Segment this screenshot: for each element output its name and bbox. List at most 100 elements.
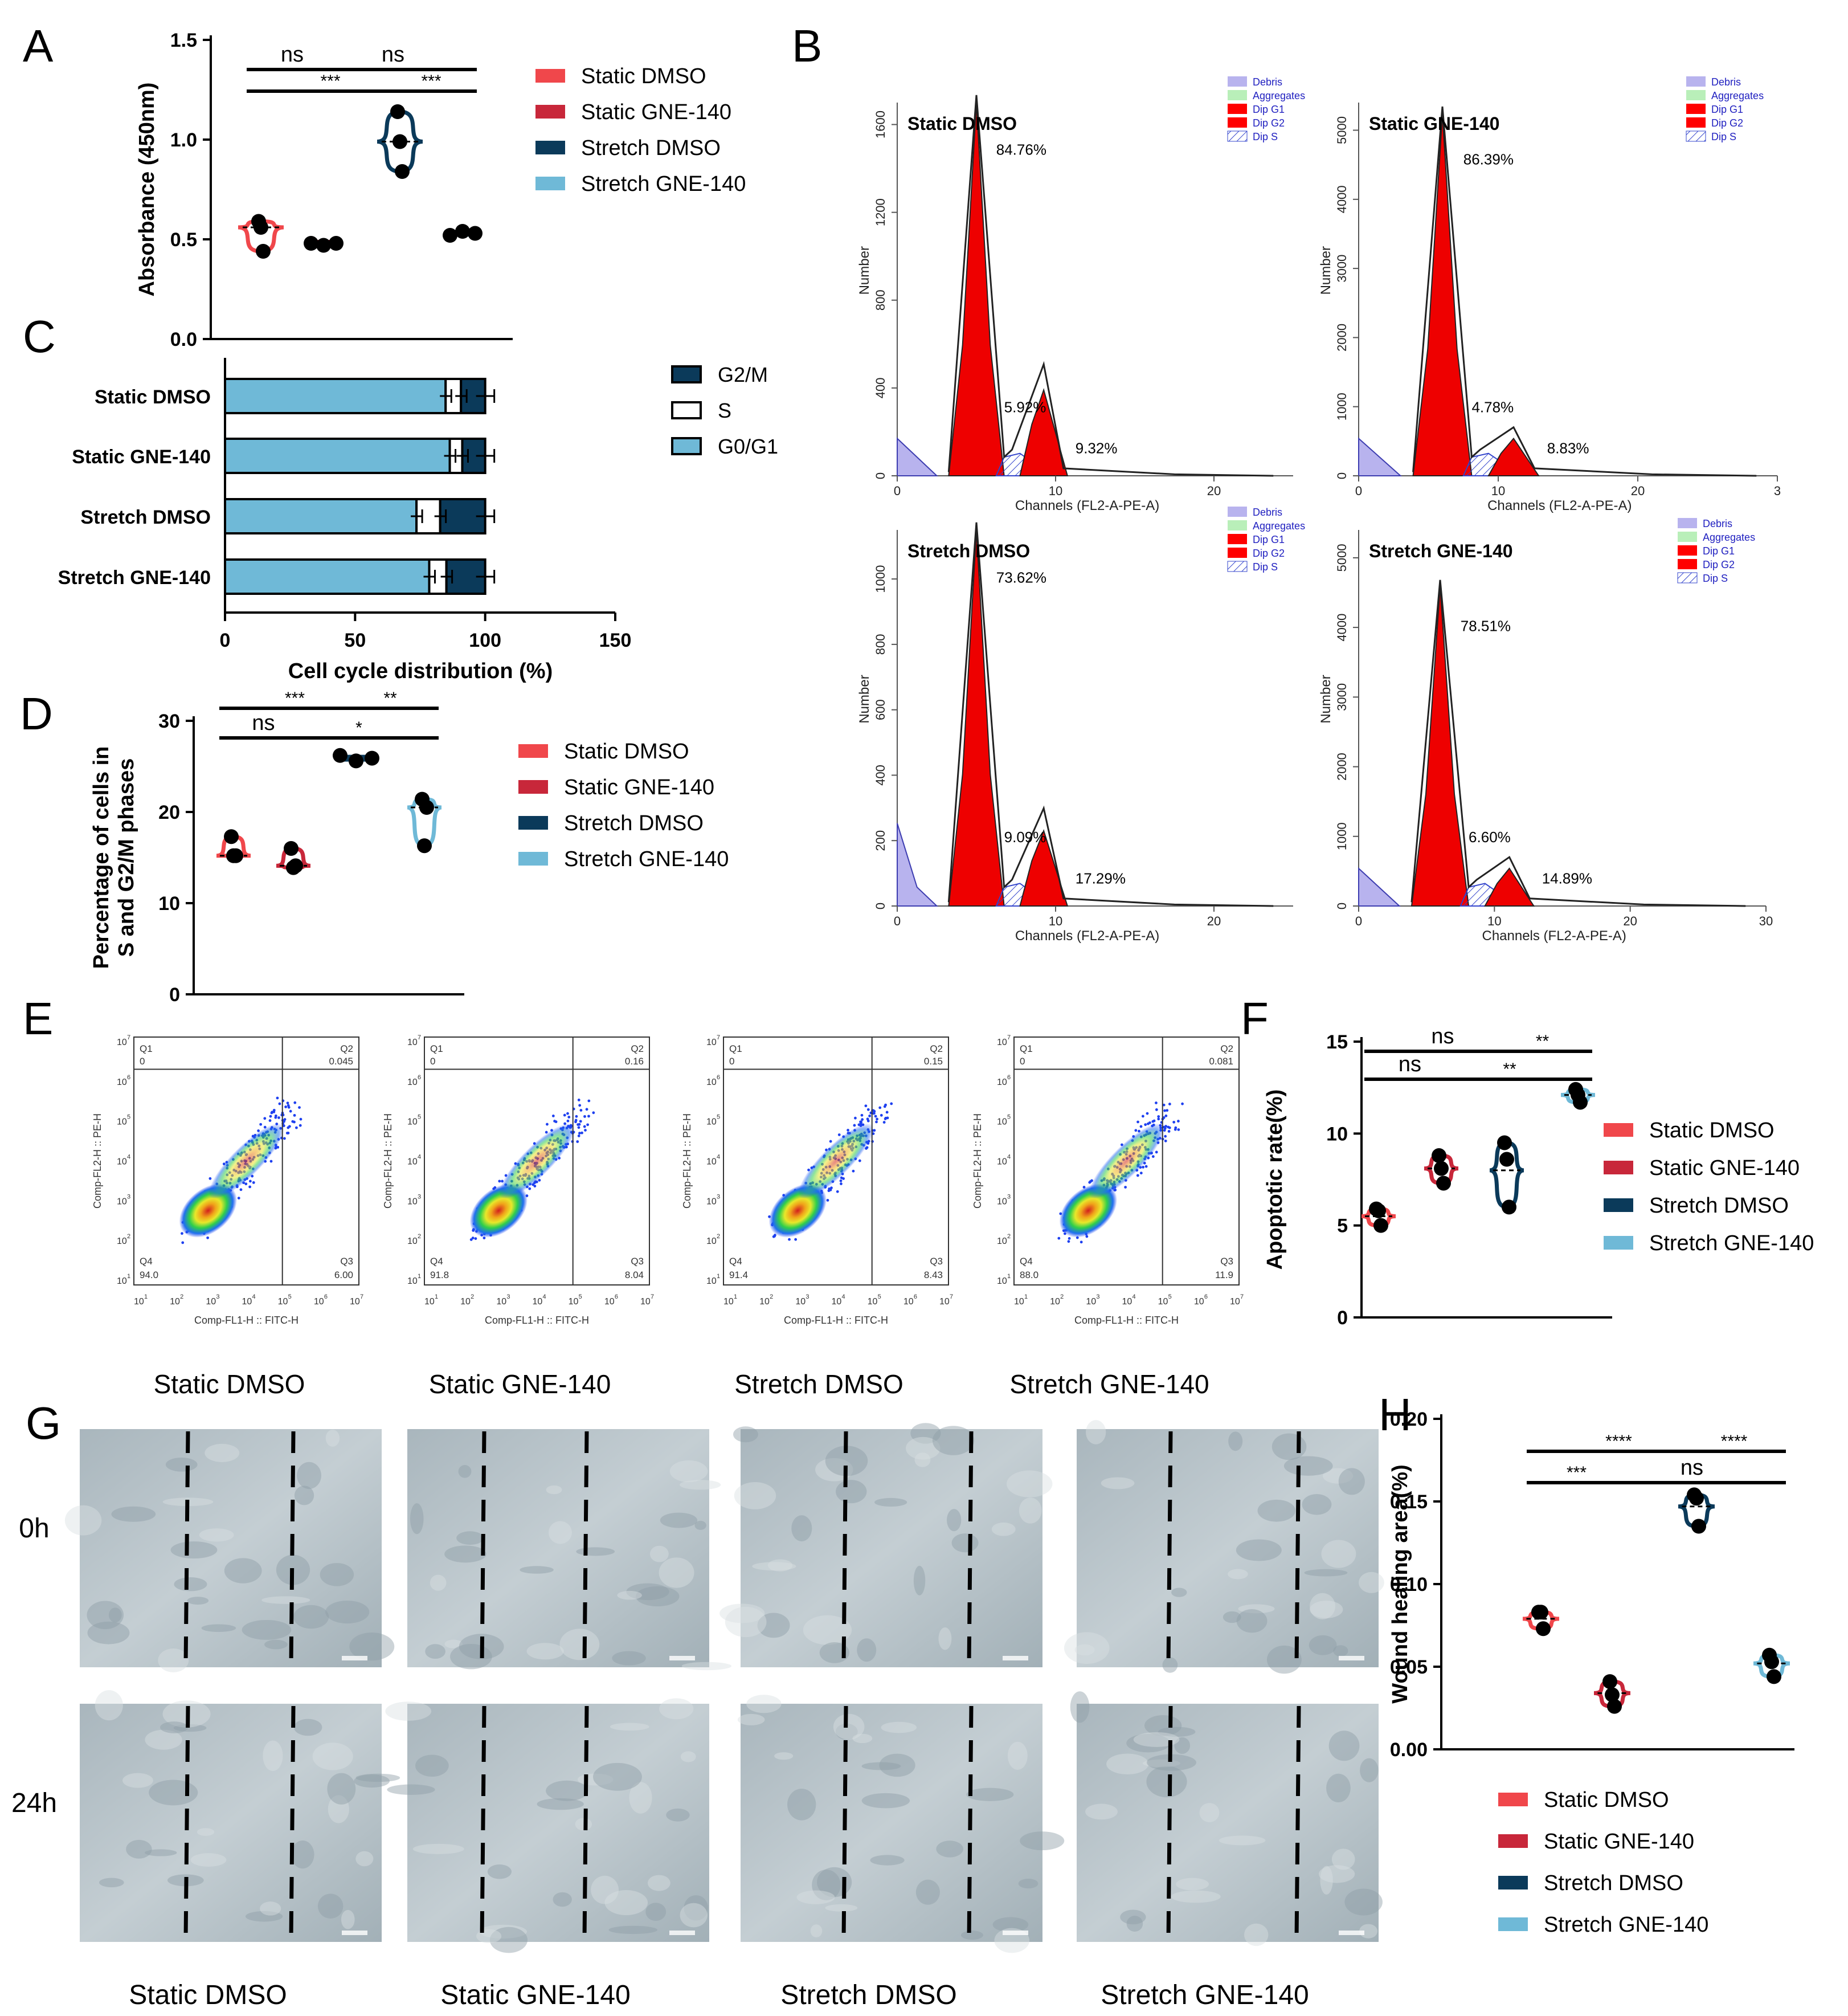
- event-dot: [1136, 1120, 1139, 1124]
- y-tick-exponent: 3: [127, 1193, 130, 1200]
- quadrant-value: 0: [729, 1056, 734, 1067]
- y-tick-exponent: 1: [717, 1273, 720, 1280]
- y-tick-exponent: 5: [1007, 1114, 1011, 1121]
- cell-cluster: [1236, 1609, 1268, 1633]
- x-tick-label: 30: [1759, 914, 1773, 928]
- event-dot: [1157, 1115, 1160, 1118]
- quadrant-value: 91.8: [430, 1270, 449, 1280]
- legend-swatch: [1228, 507, 1247, 517]
- cell-cluster: [173, 1724, 207, 1732]
- density-core: [179, 1184, 238, 1238]
- event-dot: [283, 1118, 287, 1121]
- event-dot: [298, 1106, 301, 1109]
- cell-cluster: [881, 1721, 917, 1733]
- event-dot: [206, 1236, 210, 1239]
- event-dot: [563, 1113, 566, 1117]
- y-tick-label: 0.0: [170, 329, 197, 350]
- x-tick-exponent: 6: [615, 1293, 618, 1300]
- s-percent: 9.09%: [1004, 829, 1046, 846]
- legend-swatch: [1678, 518, 1697, 528]
- y-tick-exponent: 1: [1007, 1273, 1011, 1280]
- y-tick-label: 0: [873, 472, 888, 479]
- x-tick-exponent: 2: [180, 1293, 183, 1300]
- scale-bar: [1339, 1931, 1364, 1935]
- event-dot: [291, 1120, 295, 1123]
- debris-fill: [1358, 867, 1401, 907]
- event-dot: [289, 1109, 292, 1113]
- event-dot: [837, 1133, 841, 1136]
- x-tick-exponent: 7: [360, 1293, 363, 1300]
- data-point: [286, 860, 301, 875]
- cell-cluster: [575, 1818, 592, 1831]
- wound-edge-marker: [582, 1705, 589, 1940]
- event-dot: [498, 1180, 501, 1183]
- cell-cluster: [325, 1429, 340, 1447]
- event-dot: [269, 1160, 273, 1163]
- cell-cluster: [906, 1436, 941, 1460]
- cell-cluster: [659, 1698, 694, 1720]
- event-dot: [1144, 1165, 1148, 1168]
- legend-swatch: [518, 780, 548, 794]
- y-tick-label: 1000: [873, 565, 888, 593]
- x-tick-exponent: 1: [1024, 1293, 1028, 1300]
- legend-swatch: [1227, 130, 1248, 142]
- y-tick-exponent: 6: [1007, 1074, 1011, 1081]
- event-dot: [270, 1111, 273, 1115]
- legend-swatch: [1228, 104, 1247, 114]
- data-point: [1602, 1674, 1617, 1689]
- y-tick-label: 1.0: [170, 129, 197, 151]
- y-tick-label: 10: [706, 1197, 717, 1206]
- y-tick-label: 1000: [1335, 822, 1349, 850]
- cell-cluster: [412, 1843, 464, 1854]
- cell-cluster: [874, 1497, 907, 1507]
- cell-cluster: [629, 1782, 652, 1814]
- panel-a: A 0.0 0.5 1.0 1.5 Absorbance (450nm) ns ns *** **…: [23, 21, 746, 350]
- micrograph: [1077, 1429, 1379, 1667]
- cell-cluster: [122, 1773, 153, 1788]
- s-percent: 5.92%: [1004, 399, 1046, 416]
- s-percent: 6.60%: [1469, 829, 1511, 846]
- significance-label: ns: [1681, 1456, 1703, 1480]
- cell-cluster: [126, 1839, 152, 1859]
- event-dot: [880, 1113, 883, 1117]
- x-tick-exponent: 2: [471, 1293, 474, 1300]
- scale-bar: [1003, 1931, 1028, 1935]
- x-tick-label: 10: [206, 1297, 216, 1307]
- panel-letter: C: [23, 311, 56, 362]
- x-tick-label: 10: [134, 1297, 144, 1307]
- data-point: [333, 748, 347, 763]
- legend-label: Static DMSO: [564, 740, 689, 764]
- y-tick-label: 10: [706, 1117, 717, 1127]
- event-dot: [827, 1189, 831, 1193]
- cell-cluster: [836, 1480, 867, 1504]
- histogram-plot: 0 200 400 600 800 1000 0 10 20 Channels (FL2-A-PE…: [857, 507, 1305, 944]
- g1-percent: 84.76%: [996, 141, 1046, 158]
- quadrant-value: 91.4: [729, 1270, 748, 1280]
- event-dot: [772, 1235, 775, 1238]
- cell-cluster: [910, 1423, 941, 1444]
- event-dot: [574, 1120, 577, 1124]
- data-point: [365, 750, 379, 766]
- event-dot: [252, 1181, 255, 1184]
- g2-peak: [1019, 387, 1069, 476]
- event-dot: [1162, 1116, 1166, 1119]
- x-tick-exponent: 3: [1096, 1293, 1099, 1300]
- cell-cluster: [354, 1774, 390, 1788]
- quadrant-value: 0: [140, 1056, 145, 1067]
- data-point: [1436, 1176, 1451, 1191]
- legend-swatch: [518, 852, 548, 866]
- event-dot: [181, 1241, 185, 1244]
- panel-c: C 0 50 100 150 Cell cycle distribution (%) Sta…: [23, 311, 778, 683]
- cell-cluster: [1266, 1645, 1302, 1674]
- quadrant-name: Q4: [729, 1256, 742, 1267]
- cell-cluster: [966, 1788, 1014, 1801]
- x-tick-label: 10: [903, 1297, 914, 1307]
- event-dot: [1155, 1150, 1158, 1154]
- event-dot: [578, 1123, 581, 1126]
- cell-cluster: [1176, 1878, 1209, 1891]
- event-dot: [578, 1104, 582, 1107]
- x-tick-exponent: 4: [1132, 1293, 1136, 1300]
- event-dot: [794, 1238, 798, 1241]
- wound-edge-marker: [1294, 1431, 1301, 1666]
- cell-cluster: [679, 1480, 721, 1490]
